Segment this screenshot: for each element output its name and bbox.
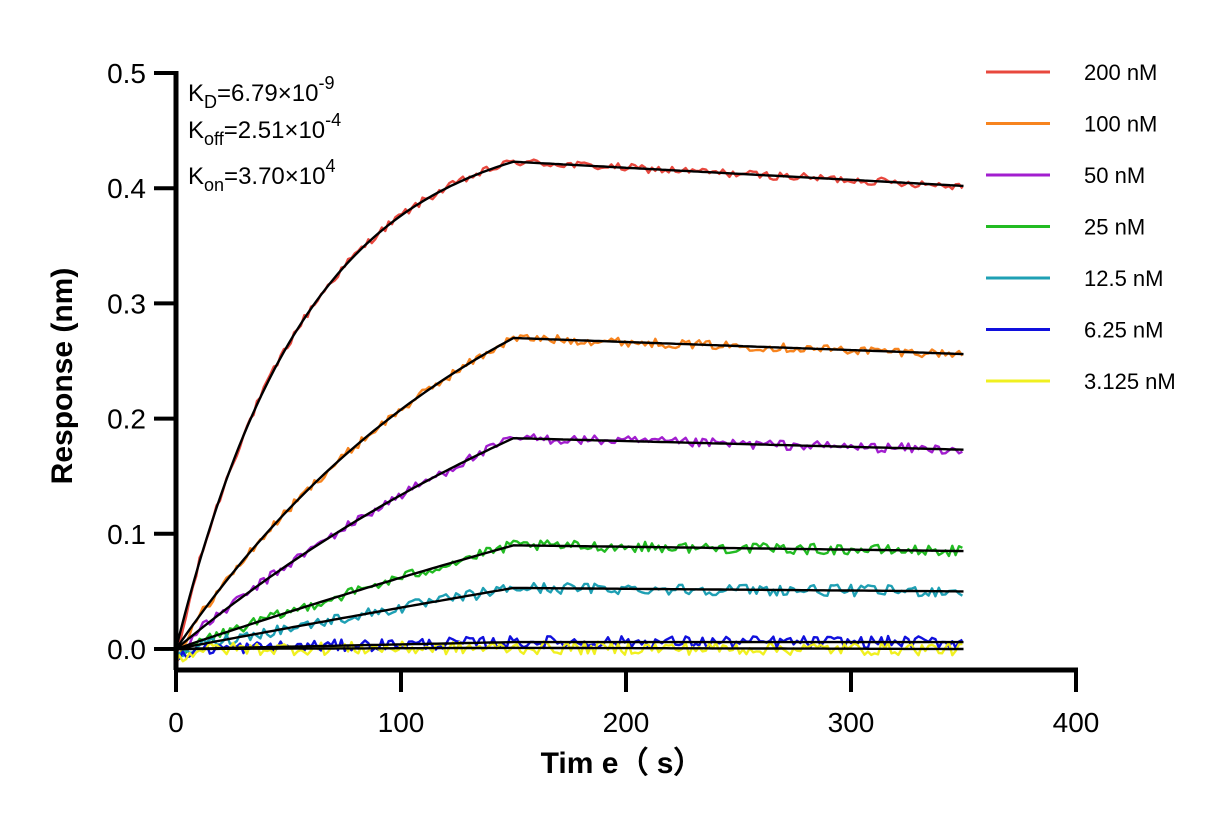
fit-curve bbox=[174, 160, 964, 650]
legend-label: 25 nM bbox=[1084, 215, 1145, 240]
y-tick-label: 0.2 bbox=[107, 404, 146, 435]
x-tick-label: 100 bbox=[378, 707, 425, 738]
axes-layer: 0.0 0.1 0.2 0.3 0.4 0.5 0 100 200 300 400 bbox=[107, 58, 1099, 738]
y-tick-label: 0.0 bbox=[107, 634, 146, 665]
series-trace bbox=[174, 158, 964, 658]
legend-label: 6.25 nM bbox=[1084, 318, 1164, 343]
x-axis-title: Tim e（ s） bbox=[541, 746, 704, 780]
fit-curve bbox=[175, 544, 964, 651]
annotation-layer: KD=6.79×10-9 Koff=2.51×10-4 Kon=3.70×104 bbox=[188, 73, 341, 195]
fit-curve bbox=[175, 436, 964, 650]
y-tick-label: 0.4 bbox=[107, 173, 146, 204]
annotation-kon: Kon=3.70×104 bbox=[188, 156, 336, 195]
fit-curve bbox=[175, 586, 964, 651]
x-tick-label: 300 bbox=[828, 707, 875, 738]
fit-curve bbox=[176, 646, 964, 651]
legend: 200 nM 100 nM 50 nM 25 nM 12.5 nM 6.25 nM 3.12… bbox=[986, 60, 1176, 394]
annotation-kd: KD=6.79×10-9 bbox=[188, 73, 334, 112]
legend-label: 3.125 nM bbox=[1084, 369, 1176, 394]
fit-curve bbox=[175, 336, 964, 650]
x-tick-label: 400 bbox=[1053, 707, 1100, 738]
series-trace bbox=[175, 539, 963, 659]
y-tick-label: 0.3 bbox=[107, 288, 146, 319]
y-tick-label: 0.1 bbox=[107, 519, 146, 550]
legend-label: 100 nM bbox=[1084, 112, 1157, 137]
fit-curve bbox=[175, 640, 964, 651]
annotation-koff: Koff=2.51×10-4 bbox=[188, 110, 341, 149]
legend-label: 12.5 nM bbox=[1084, 266, 1164, 291]
series-trace bbox=[174, 333, 964, 664]
series-trace bbox=[174, 640, 963, 664]
x-tick-label: 200 bbox=[603, 707, 650, 738]
legend-label: 50 nM bbox=[1084, 163, 1145, 188]
legend-label: 200 nM bbox=[1084, 60, 1157, 85]
series-trace bbox=[174, 581, 964, 664]
x-tick-label: 0 bbox=[168, 707, 184, 738]
data-layer bbox=[174, 158, 964, 664]
y-axis-title: Response (nm) bbox=[46, 268, 79, 485]
y-tick-label: 0.5 bbox=[107, 58, 146, 89]
